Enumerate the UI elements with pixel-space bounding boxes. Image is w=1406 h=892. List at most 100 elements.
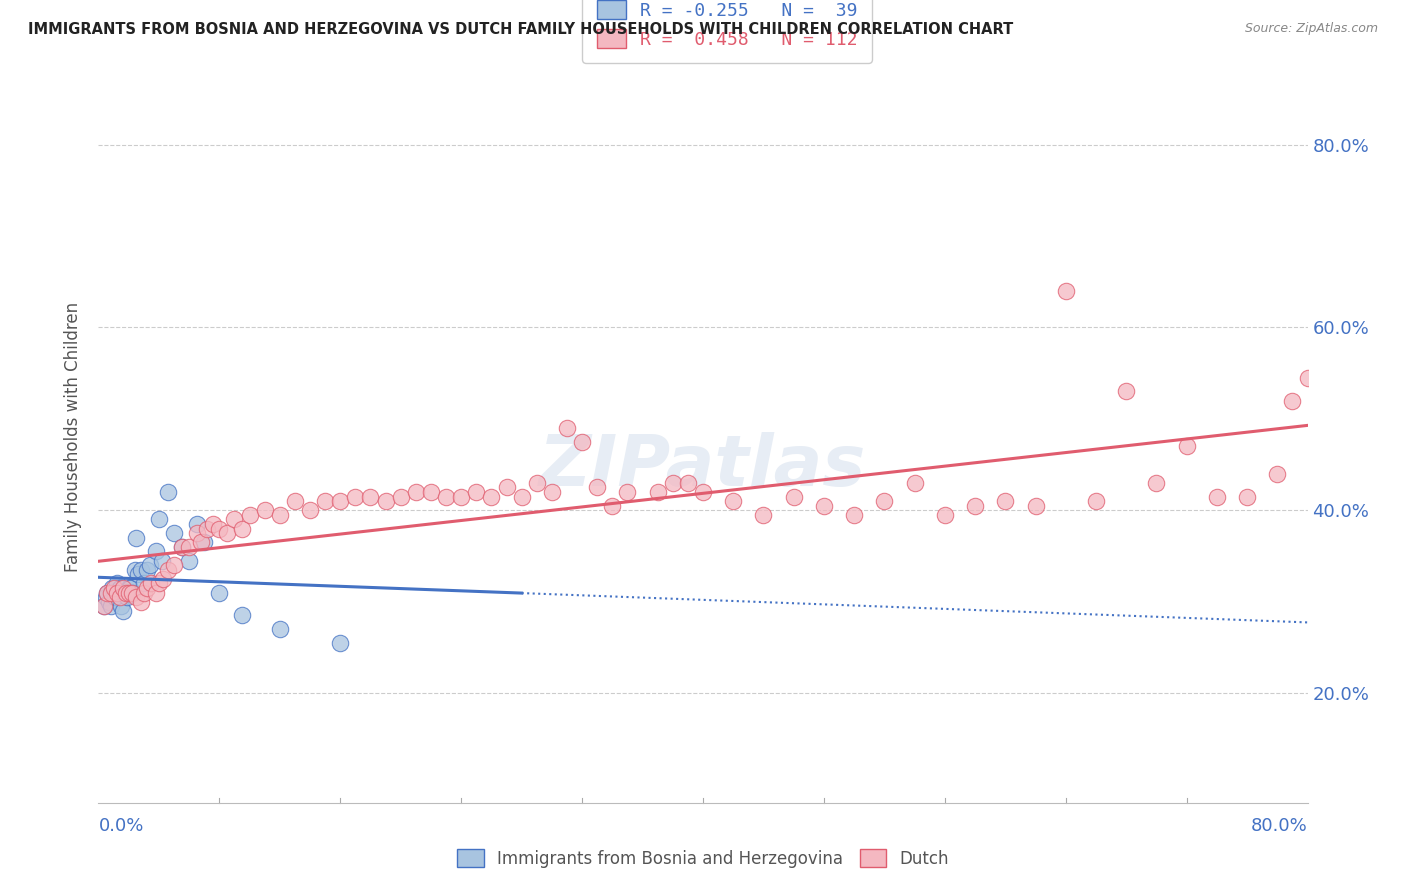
Point	[555, 421, 578, 435]
Point	[1024, 499, 1046, 513]
Point	[1236, 490, 1258, 504]
Point	[93, 599, 115, 614]
Point	[215, 526, 238, 541]
Point	[135, 563, 157, 577]
Text: ZIPatlas: ZIPatlas	[540, 432, 866, 500]
Point	[586, 480, 609, 494]
Point	[329, 494, 352, 508]
Point	[208, 521, 231, 535]
Point	[111, 581, 134, 595]
Point	[156, 563, 179, 577]
Point	[873, 494, 896, 508]
Point	[239, 508, 262, 522]
Point	[202, 516, 225, 531]
Point	[107, 585, 129, 599]
Point	[195, 521, 218, 535]
Point	[170, 540, 193, 554]
Point	[124, 563, 146, 577]
Point	[108, 581, 131, 595]
Point	[224, 512, 246, 526]
Point	[112, 585, 135, 599]
Point	[129, 563, 152, 577]
Point	[374, 494, 396, 508]
Point	[434, 490, 457, 504]
Point	[145, 544, 167, 558]
Point	[647, 485, 669, 500]
Point	[692, 485, 714, 500]
Point	[904, 475, 927, 490]
Point	[540, 485, 562, 500]
Point	[1206, 490, 1229, 504]
Point	[1175, 439, 1198, 453]
Point	[723, 494, 745, 508]
Point	[125, 590, 148, 604]
Point	[299, 503, 322, 517]
Point	[1144, 475, 1167, 490]
Point	[104, 590, 127, 604]
Point	[163, 558, 186, 573]
Point	[1267, 467, 1289, 481]
Point	[139, 558, 162, 573]
Point	[571, 434, 593, 449]
Point	[186, 516, 208, 531]
Point	[420, 485, 443, 500]
Point	[114, 585, 136, 599]
Point	[120, 581, 142, 595]
Point	[405, 485, 427, 500]
Point	[783, 490, 806, 504]
Point	[179, 553, 201, 567]
Point	[495, 480, 517, 494]
Point	[344, 490, 367, 504]
Point	[752, 508, 775, 522]
Point	[152, 572, 174, 586]
Text: IMMIGRANTS FROM BOSNIA AND HERZEGOVINA VS DUTCH FAMILY HOUSEHOLDS WITH CHILDREN : IMMIGRANTS FROM BOSNIA AND HERZEGOVINA V…	[28, 22, 1014, 37]
Point	[105, 585, 128, 599]
Point	[96, 585, 118, 599]
Point	[110, 599, 132, 614]
Point	[208, 585, 231, 599]
Legend: R = -0.255   N =  39, R =  0.458   N = 112: R = -0.255 N = 39, R = 0.458 N = 112	[582, 0, 872, 63]
Point	[190, 535, 212, 549]
Point	[526, 475, 548, 490]
Point	[179, 540, 201, 554]
Point	[510, 490, 533, 504]
Point	[108, 590, 131, 604]
Point	[127, 567, 149, 582]
Point	[1296, 370, 1319, 384]
Point	[163, 526, 186, 541]
Point	[813, 499, 835, 513]
Point	[1115, 384, 1137, 399]
Point	[93, 599, 115, 614]
Point	[269, 508, 291, 522]
Point	[141, 576, 163, 591]
Point	[253, 503, 276, 517]
Point	[132, 585, 155, 599]
Point	[103, 581, 125, 595]
Y-axis label: Family Households with Children: Family Households with Children	[65, 302, 83, 572]
Point	[98, 594, 121, 608]
Point	[676, 475, 699, 490]
Point	[231, 521, 253, 535]
Point	[148, 512, 170, 526]
Point	[115, 590, 138, 604]
Point	[284, 494, 307, 508]
Point	[132, 576, 155, 591]
Point	[121, 585, 143, 599]
Point	[103, 585, 125, 599]
Point	[121, 585, 143, 599]
Point	[616, 485, 638, 500]
Point	[481, 490, 503, 504]
Point	[125, 531, 148, 545]
Point	[135, 581, 157, 595]
Point	[114, 585, 136, 599]
Point	[186, 526, 208, 541]
Point	[1085, 494, 1108, 508]
Point	[994, 494, 1017, 508]
Point	[100, 585, 122, 599]
Point	[101, 581, 124, 595]
Point	[231, 608, 253, 623]
Point	[111, 604, 134, 618]
Text: 80.0%: 80.0%	[1251, 816, 1308, 835]
Point	[150, 553, 173, 567]
Point	[1281, 393, 1303, 408]
